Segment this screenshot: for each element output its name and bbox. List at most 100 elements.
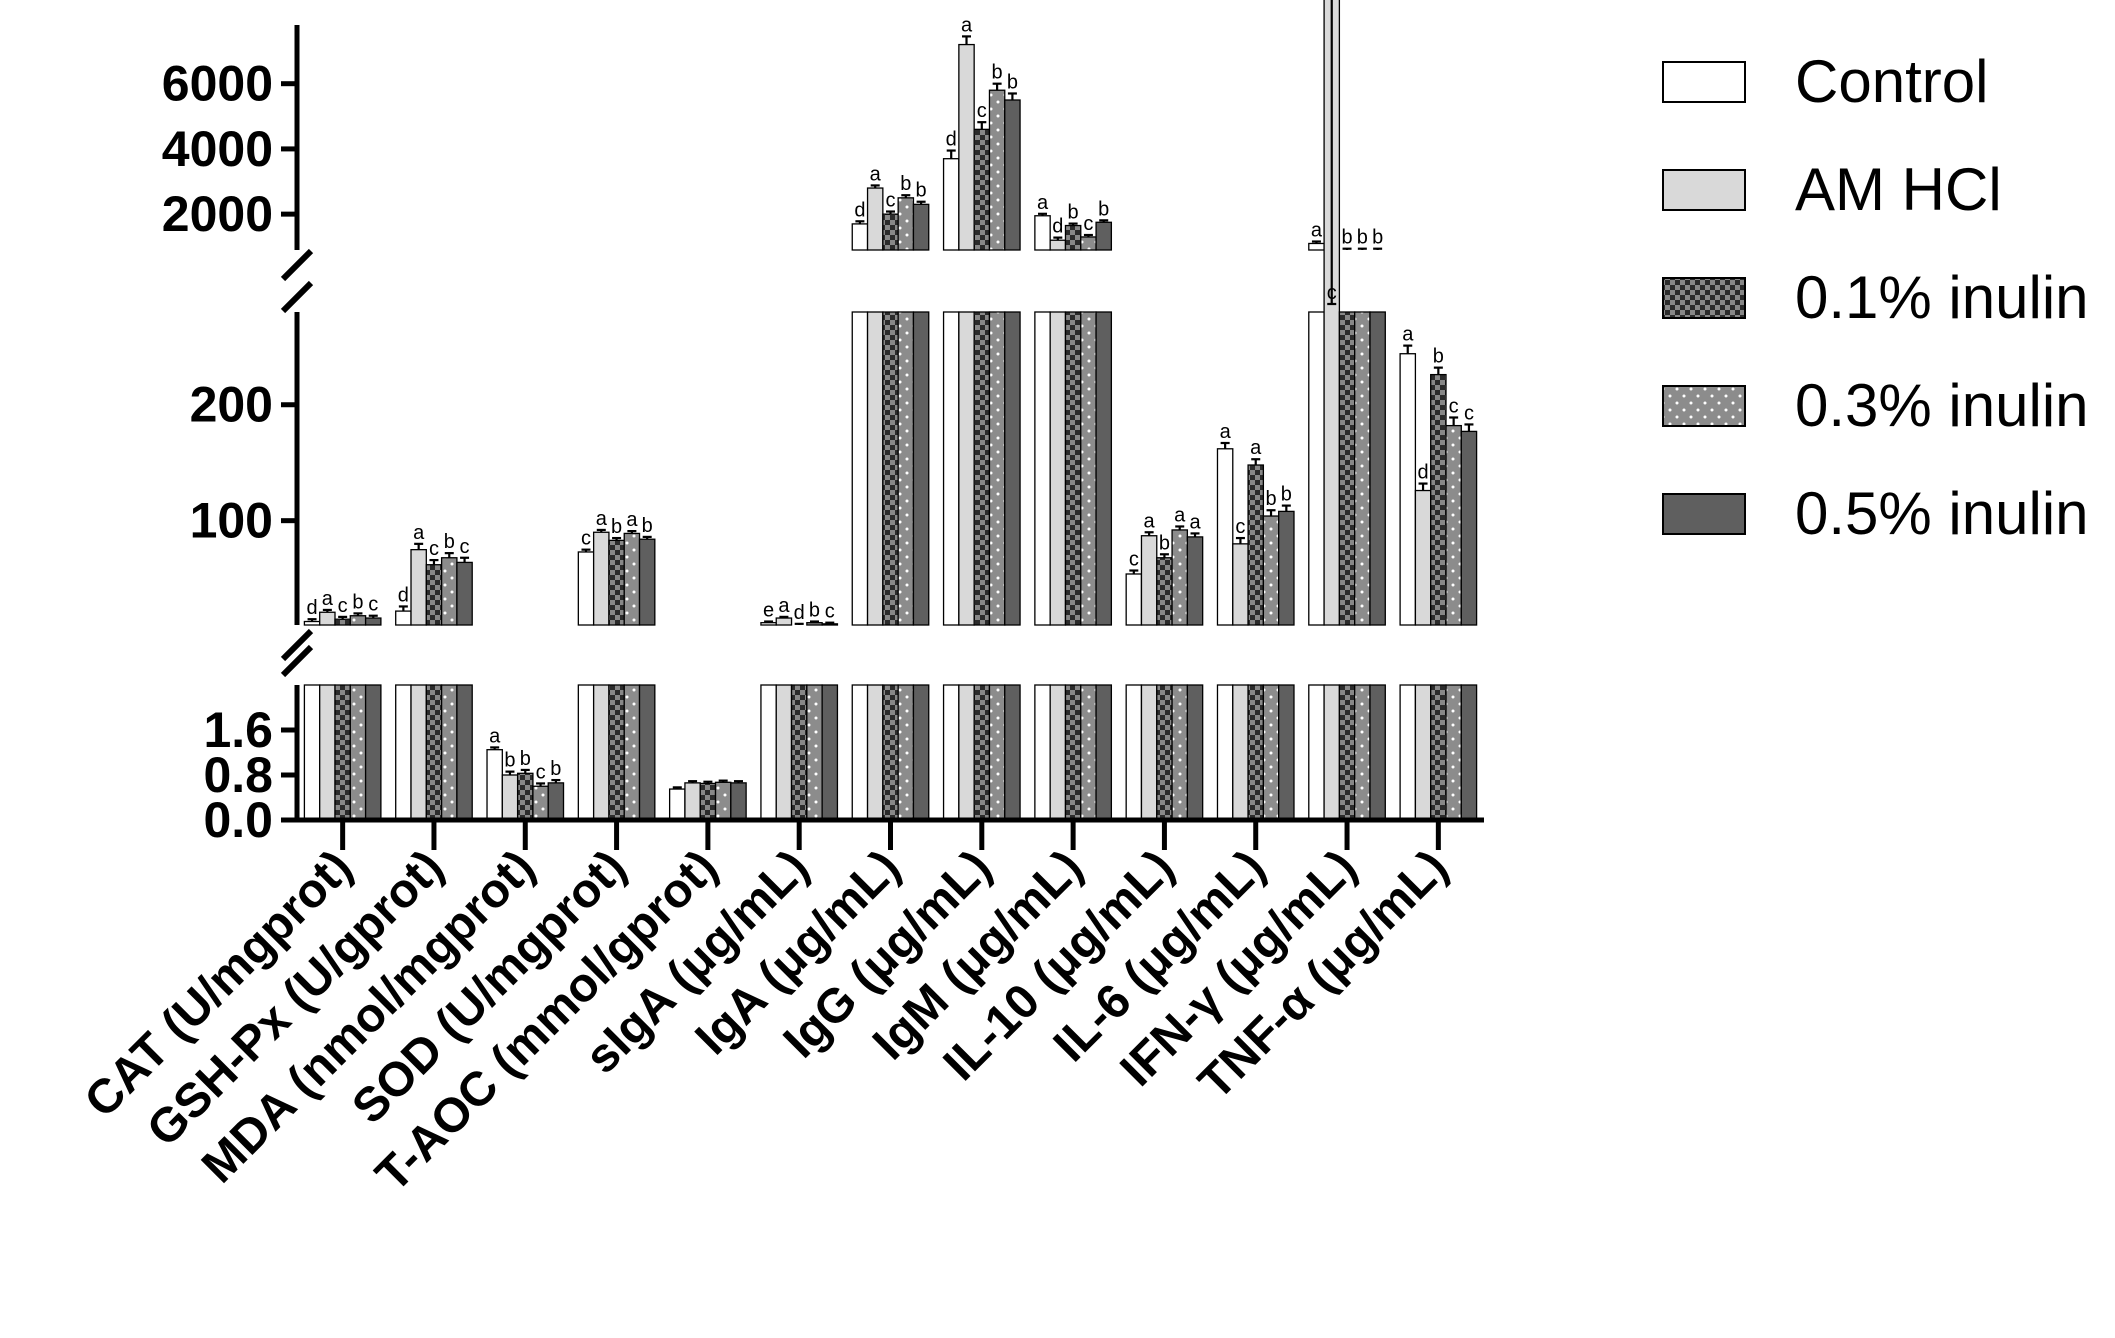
sig-letter-1-2: a <box>322 588 334 610</box>
bar-5-series-2 <box>684 782 701 821</box>
bar-8-series-5 <box>1004 99 1021 251</box>
bar-11-series-4-cont-0 <box>1262 684 1280 821</box>
bar-8-series-1 <box>942 158 960 251</box>
bar-4-series-5 <box>638 538 656 626</box>
sig-letter-4-3: b <box>611 516 622 538</box>
bar-9-series-5-cont-0 <box>1095 684 1113 821</box>
bar-9-series-4-cont-1 <box>1080 311 1097 626</box>
bar-11-series-4 <box>1262 515 1280 626</box>
bar-5-series-5 <box>730 782 747 821</box>
bar-12-series-3-cont-1 <box>1338 311 1356 626</box>
axis-break-mark-3 <box>280 644 314 678</box>
sig-letter-7-1: d <box>854 199 865 221</box>
bar-11-series-3-cont-0 <box>1247 684 1265 821</box>
sig-letter-6-4: b <box>809 600 820 622</box>
bar-7-series-3-cont-0 <box>882 684 899 821</box>
bar-8-series-3-cont-0 <box>973 684 991 821</box>
bar-13-series-5-cont-0 <box>1460 684 1478 821</box>
bar-3-series-1 <box>486 749 503 821</box>
sig-letter-7-3: c <box>886 190 896 212</box>
bar-7-series-3 <box>882 213 899 251</box>
sig-letter-13-3: b <box>1433 346 1444 368</box>
bar-2-series-4-cont-0 <box>440 684 458 821</box>
bar-1-series-1 <box>303 620 321 626</box>
bar-11-series-3 <box>1247 464 1265 626</box>
bar-9-series-3-cont-0 <box>1064 684 1082 821</box>
bar-8-series-2 <box>958 43 975 251</box>
bar-10-series-1 <box>1125 573 1143 626</box>
bar-2-series-2 <box>410 549 427 626</box>
bar-9-series-5-cont-1 <box>1095 311 1113 626</box>
bar-12-series-2-cont-0 <box>1323 684 1341 821</box>
bar-7-series-1 <box>851 223 869 251</box>
bar-7-series-2-cont-0 <box>866 684 884 821</box>
sig-letter-11-3: a <box>1250 437 1262 459</box>
y-axis: 0.00.81.6 100 200 2000 4000 6000 <box>162 25 314 848</box>
bar-3-series-4 <box>532 785 549 821</box>
sig-letter-13-1: a <box>1402 324 1414 346</box>
bar-9-series-1-cont-1 <box>1034 311 1051 626</box>
bar-9-series-2 <box>1049 239 1067 251</box>
legend-label-1: Control <box>1795 48 1988 115</box>
sig-letter-3-1: a <box>489 725 501 747</box>
bar-2-series-5 <box>456 561 473 626</box>
bar-8-series-4 <box>988 89 1006 251</box>
bar-6-series-2-cont-0 <box>775 684 793 821</box>
bar-1-series-3-cont-0 <box>334 684 351 821</box>
bar-8-series-2-cont-0 <box>958 684 975 821</box>
sig-letter-12-1: a <box>1311 220 1323 242</box>
sig-letter-2-3: c <box>429 538 439 560</box>
bar-13-series-3 <box>1430 373 1447 626</box>
sig-letter-2-4: b <box>444 531 455 553</box>
bar-2-series-3 <box>425 564 443 626</box>
sig-letter-6-1: e <box>763 600 774 622</box>
bar-5-series-1 <box>668 788 686 821</box>
sig-letter-1-3: c <box>338 595 348 617</box>
y-tick-label-0-2: 1.6 <box>203 702 273 758</box>
bar-9-series-1-cont-0 <box>1034 684 1051 821</box>
axis-break-mark-2 <box>280 628 314 662</box>
bar-1-series-3 <box>334 618 351 626</box>
bar-13-series-1-cont-0 <box>1399 684 1417 821</box>
bar-12-series-4-cont-1 <box>1354 311 1371 626</box>
sig-letter-10-4: a <box>1174 504 1186 526</box>
sig-letter-9-5: b <box>1098 198 1109 220</box>
bar-9-series-1 <box>1034 215 1051 251</box>
sig-letter-8-1: d <box>946 129 957 151</box>
bar-4-series-2-cont-0 <box>592 684 610 821</box>
bar-10-series-3-cont-0 <box>1156 684 1173 821</box>
sig-letter-4-1: c <box>581 528 591 550</box>
sig-letter-3-2: b <box>504 750 515 772</box>
sig-letter-1-5: c <box>368 594 378 616</box>
bar-8-series-4-cont-1 <box>988 311 1006 626</box>
bar-2-series-5-cont-0 <box>456 684 473 821</box>
bar-1-series-2 <box>319 611 336 626</box>
bar-7-series-5-cont-0 <box>912 684 930 821</box>
bar-9-series-4-cont-0 <box>1080 684 1097 821</box>
bar-6-series-1-cont-0 <box>760 684 777 821</box>
bar-12-series-5-cont-1 <box>1369 311 1386 626</box>
bar-11-series-2 <box>1232 543 1249 626</box>
sig-letter-2-2: a <box>413 522 425 544</box>
bar-4-series-5-cont-0 <box>638 684 656 821</box>
bar-8-series-5-cont-0 <box>1004 684 1021 821</box>
bar-13-series-3-cont-0 <box>1430 684 1447 821</box>
bar-7-series-4-cont-1 <box>897 311 915 626</box>
sig-letter-9-3: b <box>1068 202 1079 224</box>
bar-6-series-1 <box>760 622 777 626</box>
sig-letter-3-3: b <box>520 748 531 770</box>
sig-letter-1-1: d <box>306 597 317 619</box>
bar-8-series-1-cont-0 <box>942 684 960 821</box>
sig-letter-8-3: c <box>977 100 987 122</box>
bar-6-series-4 <box>806 622 823 626</box>
bar-11-series-5 <box>1278 510 1295 626</box>
bar-12-series-1-cont-1 <box>1308 311 1325 626</box>
legend-swatch-2 <box>1662 169 1746 211</box>
bar-6-series-4-cont-0 <box>806 684 823 821</box>
bar-10-series-4-cont-0 <box>1171 684 1189 821</box>
bar-8-series-3 <box>973 128 991 251</box>
sig-letter-12-5: b <box>1372 227 1383 249</box>
bar-7-series-2-cont-1 <box>866 311 884 626</box>
bar-4-series-3 <box>608 539 625 626</box>
